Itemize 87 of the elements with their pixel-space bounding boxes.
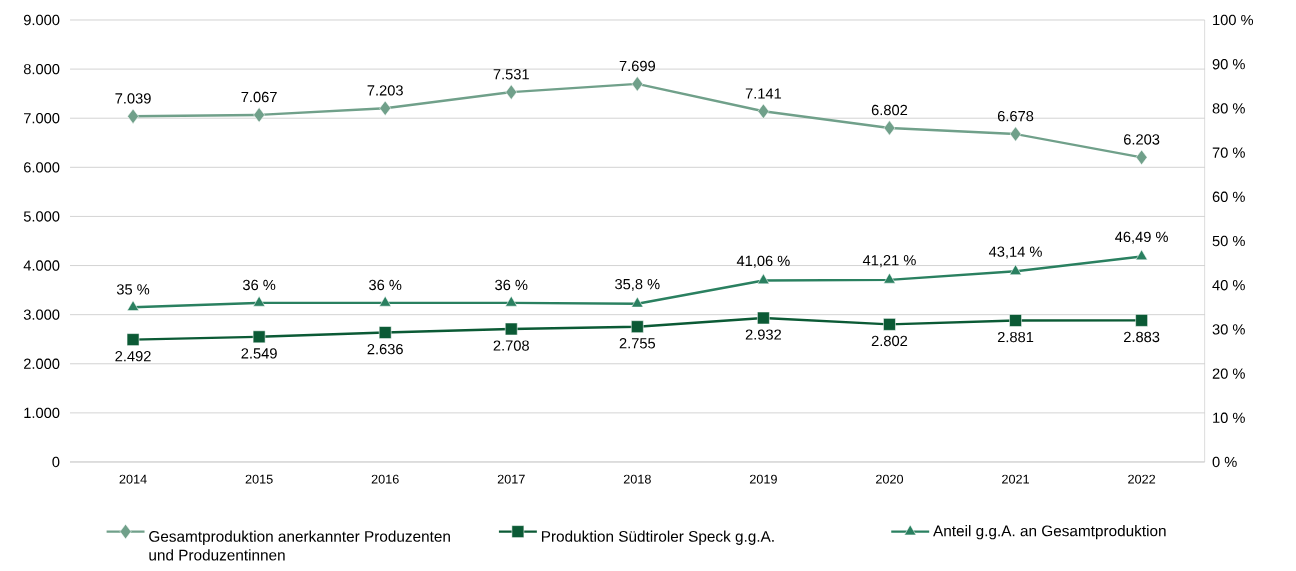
x-tick-label: 2019 (749, 474, 777, 484)
point (1135, 149, 1148, 165)
y-tick-label: 1.000 (24, 407, 60, 419)
data-label: 35,8 % (615, 278, 660, 292)
data-label: 46,49 % (1115, 231, 1168, 244)
data-label: 7.699 (619, 60, 655, 72)
x-tick-label: 2022 (1128, 474, 1156, 484)
y2-tick-label: 80 % (1212, 103, 1245, 114)
x-tick-label: 2016 (371, 474, 399, 484)
data-label: 2.881 (997, 331, 1034, 343)
point (1009, 314, 1022, 327)
data-label: 7.067 (241, 91, 277, 103)
data-label: 35 % (116, 284, 150, 295)
point (505, 295, 518, 307)
point (378, 326, 392, 339)
y-tick-label: 7.000 (24, 113, 60, 124)
point (126, 333, 140, 346)
point (631, 76, 644, 92)
point (253, 295, 266, 307)
point (1135, 249, 1148, 261)
x-tick-label: 2021 (1002, 474, 1029, 484)
x-tick-label: 2015 (245, 474, 273, 484)
y2-tick-label: 50 % (1212, 235, 1245, 247)
point (883, 272, 896, 284)
y-tick-label: 0 (52, 456, 60, 468)
point (631, 320, 644, 333)
y2-tick-label: 70 % (1212, 147, 1245, 158)
data-label: 7.531 (493, 69, 529, 80)
data-label: 6.203 (1124, 134, 1160, 145)
data-label: 2.549 (241, 348, 277, 359)
data-label: 36 % (242, 279, 276, 291)
x-tick-label: 2018 (623, 474, 651, 484)
y2-tick-label: 0 % (1212, 456, 1237, 468)
data-label: 2.802 (871, 335, 908, 347)
y-tick-label: 5.000 (23, 211, 60, 222)
legend-label: Produktion Südtiroler Speck g.g.A. (541, 530, 774, 545)
data-label: 41,06 % (736, 255, 790, 268)
point (757, 311, 770, 325)
y2-tick-label: 100 % (1213, 14, 1254, 26)
data-label: 36 % (495, 279, 528, 291)
point (127, 300, 140, 311)
data-label: 2.883 (1123, 331, 1160, 343)
y2-tick-label: 30 % (1212, 324, 1245, 335)
y-tick-label: 9.000 (23, 14, 60, 26)
point (757, 103, 770, 119)
y2-tick-label: 20 % (1212, 368, 1245, 379)
data-label: 2.492 (115, 351, 151, 362)
legend-label: Gesamtproduktion anerkannter Produzenten und Produzentinnen (149, 530, 450, 561)
point (253, 107, 265, 123)
point (883, 318, 896, 331)
x-tick-label: 2014 (119, 474, 147, 484)
x-tick-label: 2017 (497, 474, 525, 484)
point (1135, 314, 1148, 327)
y-tick-label: 2.000 (24, 358, 60, 369)
data-label: 2.636 (367, 343, 403, 355)
point (1009, 126, 1022, 142)
point (252, 330, 266, 344)
data-label: 6.678 (997, 110, 1034, 122)
data-label: 6.802 (871, 104, 908, 116)
data-label: 36 % (369, 279, 402, 291)
y2-tick-label: 10 % (1213, 412, 1245, 423)
data-label: 2.932 (745, 329, 782, 340)
point (883, 120, 896, 136)
point (127, 108, 139, 124)
point (1009, 264, 1022, 275)
data-label: 43,14 % (988, 246, 1042, 259)
data-label: 7.039 (115, 93, 151, 104)
point (379, 100, 391, 116)
y2-tick-label: 90 % (1212, 59, 1245, 70)
data-label: 41,21 % (862, 255, 916, 268)
point (504, 322, 518, 336)
legend-label: Anteil g.g.A. an Gesamtproduktion (933, 525, 1166, 540)
data-label: 2.708 (493, 340, 529, 351)
point (631, 296, 644, 308)
y-tick-label: 8.000 (23, 63, 60, 75)
point (757, 273, 770, 285)
point (379, 295, 392, 307)
y-tick-label: 4.000 (23, 260, 60, 271)
data-label: 7.141 (745, 88, 782, 99)
y-tick-label: 6.000 (24, 162, 60, 173)
y2-tick-label: 60 % (1212, 191, 1245, 202)
point (505, 84, 518, 100)
y-tick-label: 3.000 (23, 309, 60, 320)
x-tick-label: 2020 (876, 474, 904, 484)
data-label: 2.755 (619, 338, 656, 349)
data-label: 7.203 (367, 85, 403, 96)
y2-tick-label: 40 % (1212, 280, 1245, 291)
